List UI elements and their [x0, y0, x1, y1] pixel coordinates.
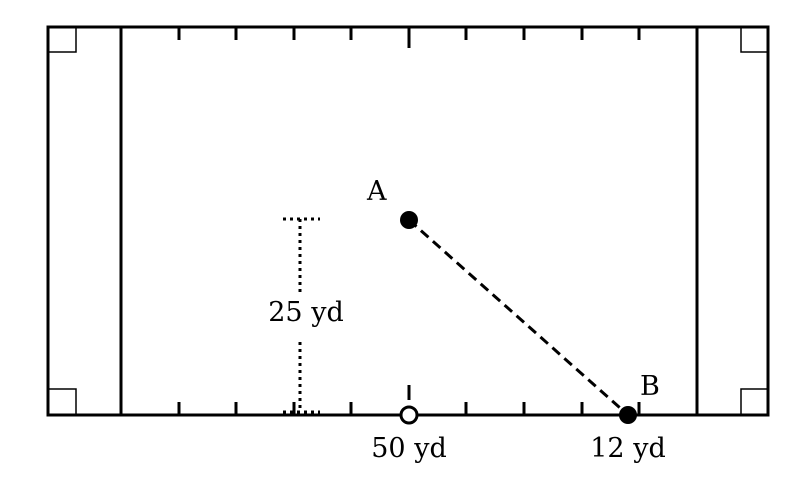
- corner-box-bottom-left: [48, 388, 77, 415]
- midfield-marker: [399, 405, 419, 425]
- bottom-yard-ticks: [177, 385, 641, 415]
- midfield-label: 50 yd: [371, 433, 446, 464]
- point-b-label: B: [640, 371, 660, 402]
- point-a-marker: [400, 211, 418, 229]
- path-a-to-b: [408, 218, 629, 417]
- vertical-distance-label: 25 yd: [268, 297, 343, 328]
- corner-box-top-right: [740, 27, 768, 53]
- point-b-yardline-label: 12 yd: [590, 433, 665, 464]
- corner-box-bottom-right: [740, 388, 768, 415]
- point-a-label: A: [366, 176, 387, 207]
- corner-box-top-left: [48, 27, 77, 53]
- top-yard-ticks: [177, 27, 641, 48]
- point-b-marker: [619, 406, 637, 424]
- vertical-distance-indicator: [283, 217, 320, 414]
